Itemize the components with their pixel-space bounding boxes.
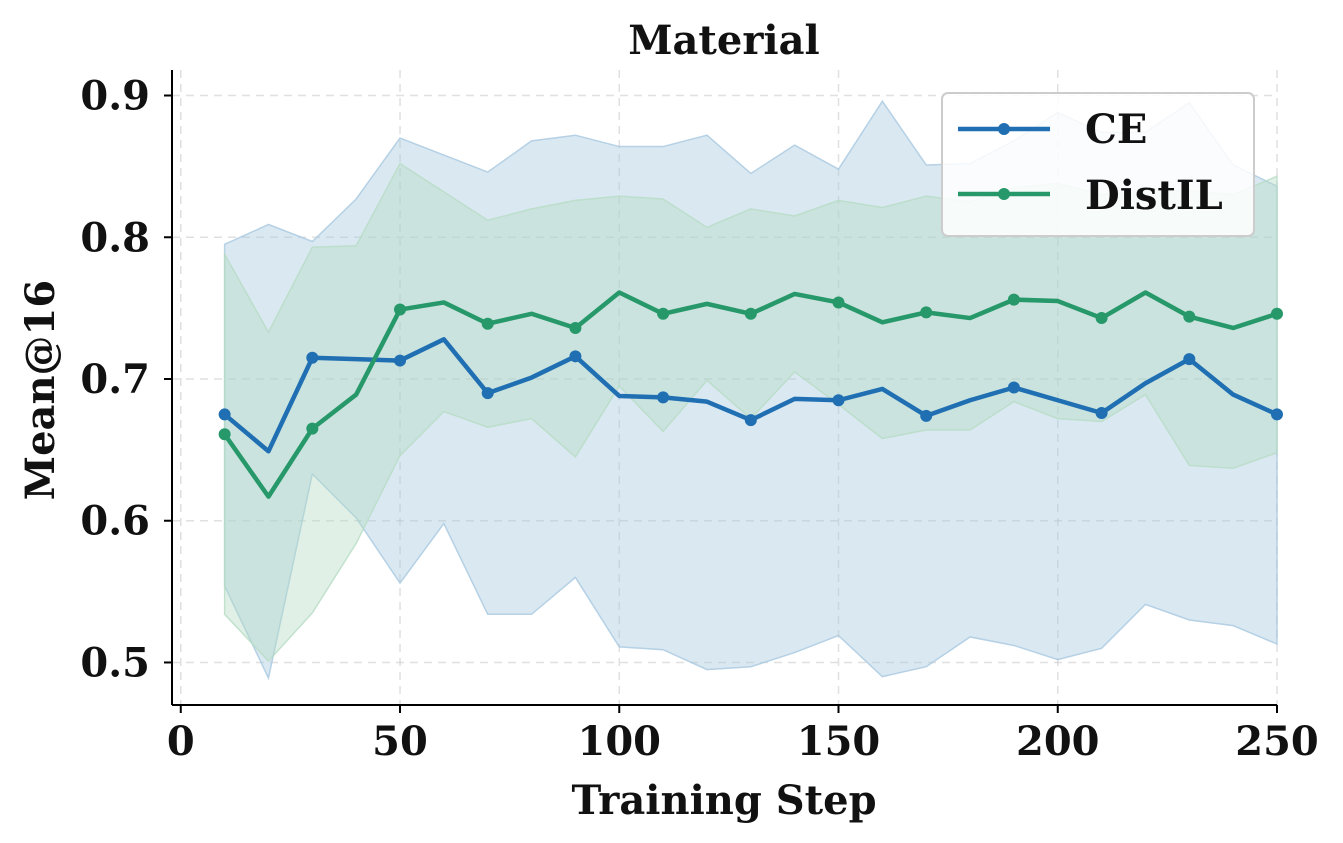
point-distil-50 [394, 303, 407, 316]
point-distil-30 [306, 422, 319, 435]
point-distil-70 [481, 317, 494, 330]
point-ce-150 [832, 394, 845, 407]
confidence-bands [223, 99, 1278, 681]
point-distil-150 [832, 296, 845, 309]
point-distil-10 [218, 428, 231, 441]
point-ce-70 [481, 387, 494, 400]
point-ce-130 [744, 414, 757, 427]
point-ce-250 [1271, 408, 1283, 421]
point-distil-250 [1271, 307, 1283, 320]
legend: CE DistIL [941, 92, 1255, 237]
y-tick-label-4: 0.9 [80, 73, 150, 120]
x-tick-label-2: 100 [578, 718, 662, 765]
band-ce [223, 99, 1278, 681]
point-ce-110 [657, 391, 670, 404]
y-ticks: 0.5 0.6 0.7 0.8 0.9 [80, 73, 172, 686]
x-tick-label-1: 50 [372, 718, 428, 765]
x-axis-label: Training Step [571, 777, 876, 824]
point-ce-210 [1095, 407, 1108, 420]
x-tick-label-0: 0 [167, 718, 195, 765]
point-distil-130 [744, 307, 757, 320]
legend-label-distil: DistIL [1085, 172, 1223, 219]
y-tick-label-0: 0.5 [80, 639, 150, 686]
band-distil [223, 162, 1278, 663]
point-distil-230 [1183, 310, 1196, 323]
point-ce-10 [218, 408, 231, 421]
x-ticks: 0 50 100 150 200 250 [167, 705, 1319, 765]
point-distil-90 [569, 321, 582, 334]
y-tick-label-1: 0.6 [80, 498, 150, 545]
y-axis-label: Mean@16 [17, 280, 64, 500]
point-distil-170 [920, 306, 933, 319]
point-distil-190 [1007, 293, 1020, 306]
point-ce-230 [1183, 353, 1196, 366]
y-tick-label-3: 0.8 [80, 214, 150, 261]
chart-title: Material [628, 17, 820, 64]
point-distil-210 [1095, 312, 1108, 325]
x-tick-label-4: 200 [1016, 718, 1100, 765]
point-ce-190 [1007, 381, 1020, 394]
point-ce-50 [394, 354, 407, 367]
point-ce-90 [569, 350, 582, 363]
x-tick-label-5: 250 [1235, 718, 1319, 765]
point-distil-110 [657, 307, 670, 320]
point-ce-30 [306, 351, 319, 364]
legend-label-ce: CE [1085, 106, 1147, 153]
point-ce-170 [920, 409, 933, 422]
grid [172, 70, 1278, 705]
y-tick-label-2: 0.7 [80, 356, 150, 403]
series-points [218, 293, 1283, 441]
legend-marker-ce [998, 123, 1010, 135]
x-tick-label-3: 150 [797, 718, 881, 765]
legend-marker-distil [998, 188, 1010, 200]
